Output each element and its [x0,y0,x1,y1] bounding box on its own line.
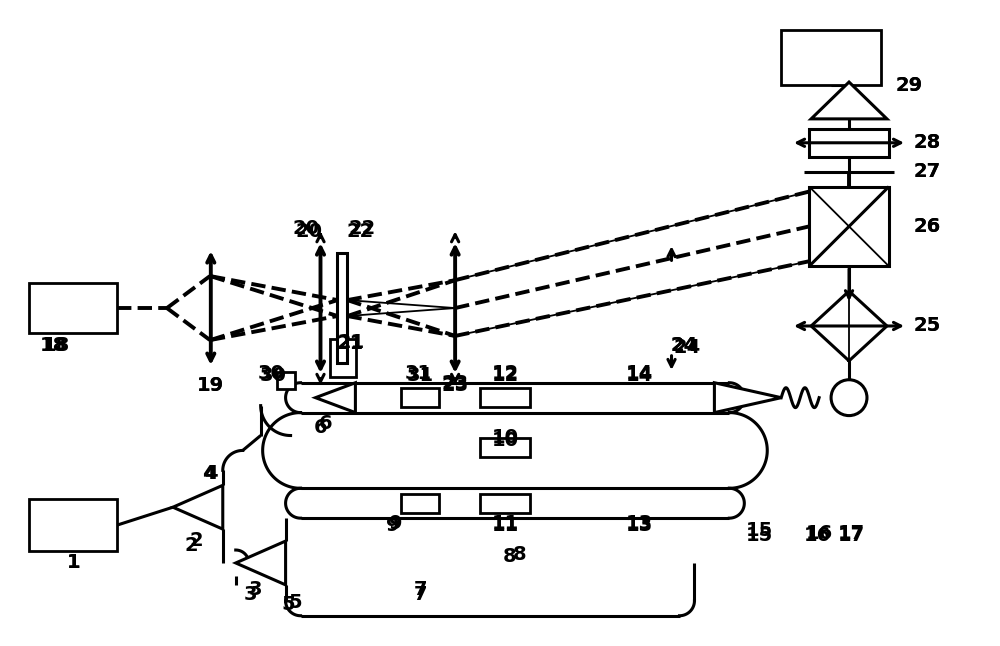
Text: 7: 7 [413,580,427,599]
Bar [29,283,117,333]
Text: 15: 15 [746,521,773,539]
Text: 1: 1 [66,554,80,572]
Text: 4: 4 [204,464,218,483]
Text: 10: 10 [491,428,518,447]
Text: 6: 6 [314,418,327,437]
Text: 25: 25 [913,317,940,335]
Text: 26: 26 [913,217,940,236]
Bar [29,499,117,551]
Text: 2: 2 [184,536,198,554]
Bar [277,372,295,389]
Text: 8: 8 [513,545,527,565]
Text: 16: 16 [805,524,833,543]
Bar [809,129,889,157]
Text: 17: 17 [837,524,865,543]
Text: 12: 12 [491,364,519,383]
Polygon shape [173,485,223,529]
Text: 7: 7 [413,585,427,604]
Text: 3: 3 [244,585,257,604]
Text: 27: 27 [913,162,940,181]
Bar [330,339,356,377]
Text: 1: 1 [66,554,80,572]
Text: 25: 25 [913,317,940,335]
Text: 5: 5 [282,595,295,614]
Text: 15: 15 [746,526,773,545]
Polygon shape [316,382,355,413]
Text: 30: 30 [259,366,286,385]
Text: 19: 19 [197,376,224,395]
Bar [809,187,889,266]
Text: 18: 18 [40,337,67,355]
Text: 28: 28 [913,133,940,152]
Bar [480,438,530,457]
Bar [401,494,439,513]
Text: 17: 17 [837,526,865,545]
Text: 3: 3 [249,580,262,599]
Text: 20: 20 [292,219,319,238]
Text: 4: 4 [202,464,216,483]
Text: 31: 31 [407,366,434,385]
Text: 31: 31 [405,364,432,383]
Text: 13: 13 [626,516,653,535]
Bar [401,388,439,407]
Text: 24: 24 [671,337,698,355]
Text: 11: 11 [491,516,519,535]
Text: 2: 2 [189,530,203,550]
Text: 20: 20 [295,222,322,241]
Polygon shape [811,82,887,119]
Text: 30: 30 [257,364,284,383]
Text: 29: 29 [895,76,922,94]
Text: 26: 26 [913,217,940,236]
Bar [480,494,530,513]
Text: 18: 18 [43,337,70,355]
Text: 27: 27 [913,162,940,181]
Text: 14: 14 [626,364,653,383]
Text: 23: 23 [442,376,469,395]
Text: 28: 28 [913,133,940,152]
Text: 14: 14 [626,366,653,385]
Text: 22: 22 [347,222,374,241]
Text: 22: 22 [349,219,376,238]
Text: 6: 6 [319,414,332,433]
Text: 21: 21 [337,335,364,353]
Polygon shape [714,382,781,413]
Bar [781,30,881,85]
Text: 21: 21 [338,333,365,353]
Text: 8: 8 [503,548,517,567]
Text: 24: 24 [671,337,698,355]
Polygon shape [236,541,286,585]
Text: 9: 9 [389,514,402,533]
Text: 13: 13 [626,514,653,533]
Bar [337,253,347,363]
Text: 29: 29 [895,76,922,94]
Text: 24: 24 [674,339,701,357]
Text: 12: 12 [491,366,519,385]
Text: 5: 5 [289,593,302,612]
Text: 11: 11 [491,514,519,533]
Bar [480,388,530,407]
Text: 16: 16 [803,526,831,545]
Text: 23: 23 [442,374,469,393]
Text: 19: 19 [197,376,224,395]
Text: 9: 9 [386,516,399,535]
Text: 10: 10 [491,431,518,450]
